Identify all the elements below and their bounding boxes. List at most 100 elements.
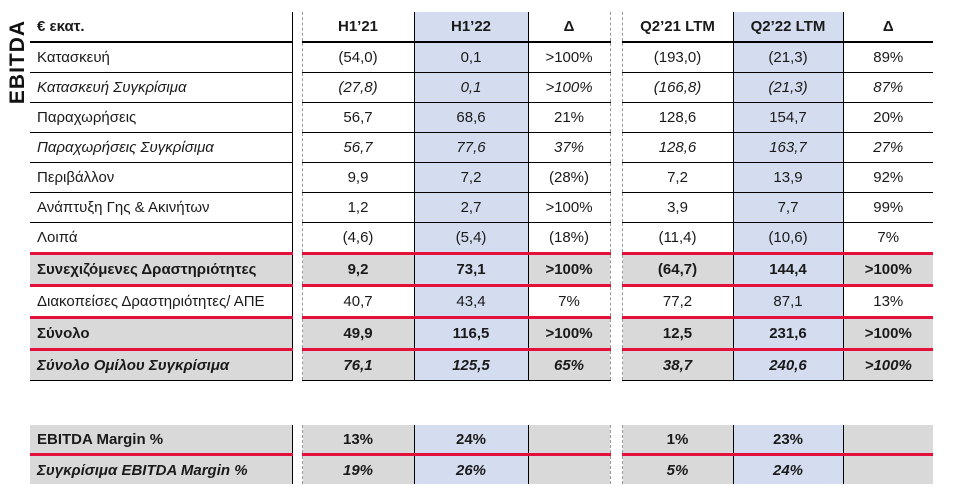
cell-value: >100%: [843, 316, 933, 351]
cell-value: (64,7): [622, 252, 733, 287]
cell-value: 3,9: [622, 192, 733, 223]
header-row: € εκατ. H1’21 H1’22 Δ Q2’21 LTM Q2’22 LTM Δ: [30, 12, 933, 43]
column-gutter: [609, 349, 623, 381]
table-row: Διακοπείσες Δραστηριότητες/ ΑΠΕ 40,7 43,4 7…: [30, 285, 933, 318]
cell-value: 231,6: [732, 316, 844, 351]
cell-value: 73,1: [413, 252, 529, 287]
column-gutter: [609, 253, 623, 286]
cell-value: 13%: [302, 425, 414, 456]
cell-value: (21,3): [732, 42, 844, 73]
column-gutter: [292, 425, 303, 455]
table-row: Κατασκευή Συγκρίσιμα (27,8) 0,1 >100% (166,8…: [30, 72, 933, 103]
cell-value: 20%: [843, 102, 933, 133]
column-gutter: [292, 42, 303, 73]
table-row: Σύνολο 49,9 116,5 >100% 12,5 231,6 >100%: [30, 316, 933, 351]
column-gutter: [292, 102, 303, 133]
cell-value: 125,5: [413, 348, 529, 381]
cell-value: 76,1: [302, 348, 414, 381]
cell-value: (166,8): [622, 72, 733, 103]
cell-value: 27%: [843, 132, 933, 163]
cell-value: 37%: [528, 132, 610, 163]
cell-value: [528, 425, 610, 456]
column-header: Δ: [528, 12, 610, 43]
column-gutter: [609, 222, 623, 254]
table-row: Συνεχιζόμενες Δραστηριότητες 9,2 73,1 >100%…: [30, 252, 933, 287]
column-gutter: [609, 317, 623, 350]
cell-value: 5%: [622, 454, 733, 484]
cell-value: 24%: [413, 425, 529, 456]
table-row: Λοιπά (4,6) (5,4) (18%) (11,4) (10,6) 7%: [30, 222, 933, 254]
column-gutter: [292, 253, 303, 286]
column-gutter: [292, 285, 303, 318]
cell-value: 23%: [732, 425, 844, 456]
cell-value: (10,6): [732, 222, 844, 254]
column-gutter: [609, 192, 623, 223]
cell-value: >100%: [528, 192, 610, 223]
unit-header: € εκατ.: [30, 12, 293, 43]
cell-value: >100%: [843, 348, 933, 381]
column-gutter: [609, 285, 623, 318]
ebitda-margin-table: EBITDA Margin % 13% 24% 1% 23% Συγκρίσιμα EBI…: [30, 425, 933, 484]
column-gutter: [292, 192, 303, 223]
cell-value: 13,9: [732, 162, 844, 193]
cell-value: 128,6: [622, 132, 733, 163]
row-label: Κατασκευή Συγκρίσιμα: [30, 72, 293, 103]
cell-value: 21%: [528, 102, 610, 133]
cell-value: (54,0): [302, 42, 414, 73]
column-gutter: [292, 454, 303, 484]
table-row: EBITDA Margin % 13% 24% 1% 23%: [30, 425, 933, 456]
margin-table-body: EBITDA Margin % 13% 24% 1% 23% Συγκρίσιμα EBI…: [30, 425, 933, 484]
cell-value: >100%: [528, 42, 610, 73]
cell-value: (11,4): [622, 222, 733, 254]
cell-value: 65%: [528, 348, 610, 381]
cell-value: (193,0): [622, 42, 733, 73]
cell-value: (21,3): [732, 72, 844, 103]
cell-value: 68,6: [413, 102, 529, 133]
cell-value: 7,7: [732, 192, 844, 223]
column-header: Δ: [843, 12, 933, 43]
row-label: EBITDA Margin %: [30, 425, 293, 456]
cell-value: >100%: [528, 72, 610, 103]
cell-value: 38,7: [622, 348, 733, 381]
column-gutter: [609, 72, 623, 103]
column-gutter: [609, 42, 623, 73]
cell-value: 77,2: [622, 285, 733, 318]
cell-value: 7,2: [413, 162, 529, 193]
cell-value: 116,5: [413, 316, 529, 351]
column-gutter: [609, 425, 623, 455]
row-label: Σύνολο: [30, 316, 293, 351]
cell-value: 56,7: [302, 132, 414, 163]
column-gutter: [292, 317, 303, 350]
cell-value: 24%: [732, 454, 844, 484]
table-row: Συγκρίσιμα EBITDA Margin % 19% 26% 5% 24%: [30, 454, 933, 484]
cell-value: 0,1: [413, 42, 529, 73]
cell-value: 7%: [843, 222, 933, 254]
row-label: Περιβάλλον: [30, 162, 293, 193]
cell-value: (4,6): [302, 222, 414, 254]
column-gutter: [292, 72, 303, 103]
cell-value: 87,1: [732, 285, 844, 318]
cell-value: 128,6: [622, 102, 733, 133]
cell-value: 92%: [843, 162, 933, 193]
cell-value: >100%: [528, 316, 610, 351]
table-row: Περιβάλλον 9,9 7,2 (28%) 7,2 13,9 92%: [30, 162, 933, 193]
cell-value: [843, 425, 933, 456]
cell-value: 0,1: [413, 72, 529, 103]
column-gutter: [292, 132, 303, 163]
row-label: Διακοπείσες Δραστηριότητες/ ΑΠΕ: [30, 285, 293, 318]
cell-value: 7,2: [622, 162, 733, 193]
row-label: Κατασκευή: [30, 42, 293, 73]
column-gutter: [292, 349, 303, 381]
table-header: € εκατ. H1’21 H1’22 Δ Q2’21 LTM Q2’22 LTM Δ: [30, 12, 933, 43]
table-row: Σύνολο Ομίλου Συγκρίσιμα 76,1 125,5 65% 38,7…: [30, 348, 933, 381]
column-gutter: [609, 12, 623, 42]
column-header: Q2’21 LTM: [622, 12, 733, 43]
column-gutter: [609, 132, 623, 163]
ebitda-table: € εκατ. H1’21 H1’22 Δ Q2’21 LTM Q2’22 LTM Δ Κα…: [30, 12, 933, 381]
row-label: Παραχωρήσεις: [30, 102, 293, 133]
table-body: Κατασκευή (54,0) 0,1 >100% (193,0) (21,3) 89% Κ…: [30, 42, 933, 381]
ebitda-side-label: EBITDA: [6, 19, 29, 105]
column-gutter: [609, 162, 623, 193]
cell-value: >100%: [528, 252, 610, 287]
cell-value: (18%): [528, 222, 610, 254]
